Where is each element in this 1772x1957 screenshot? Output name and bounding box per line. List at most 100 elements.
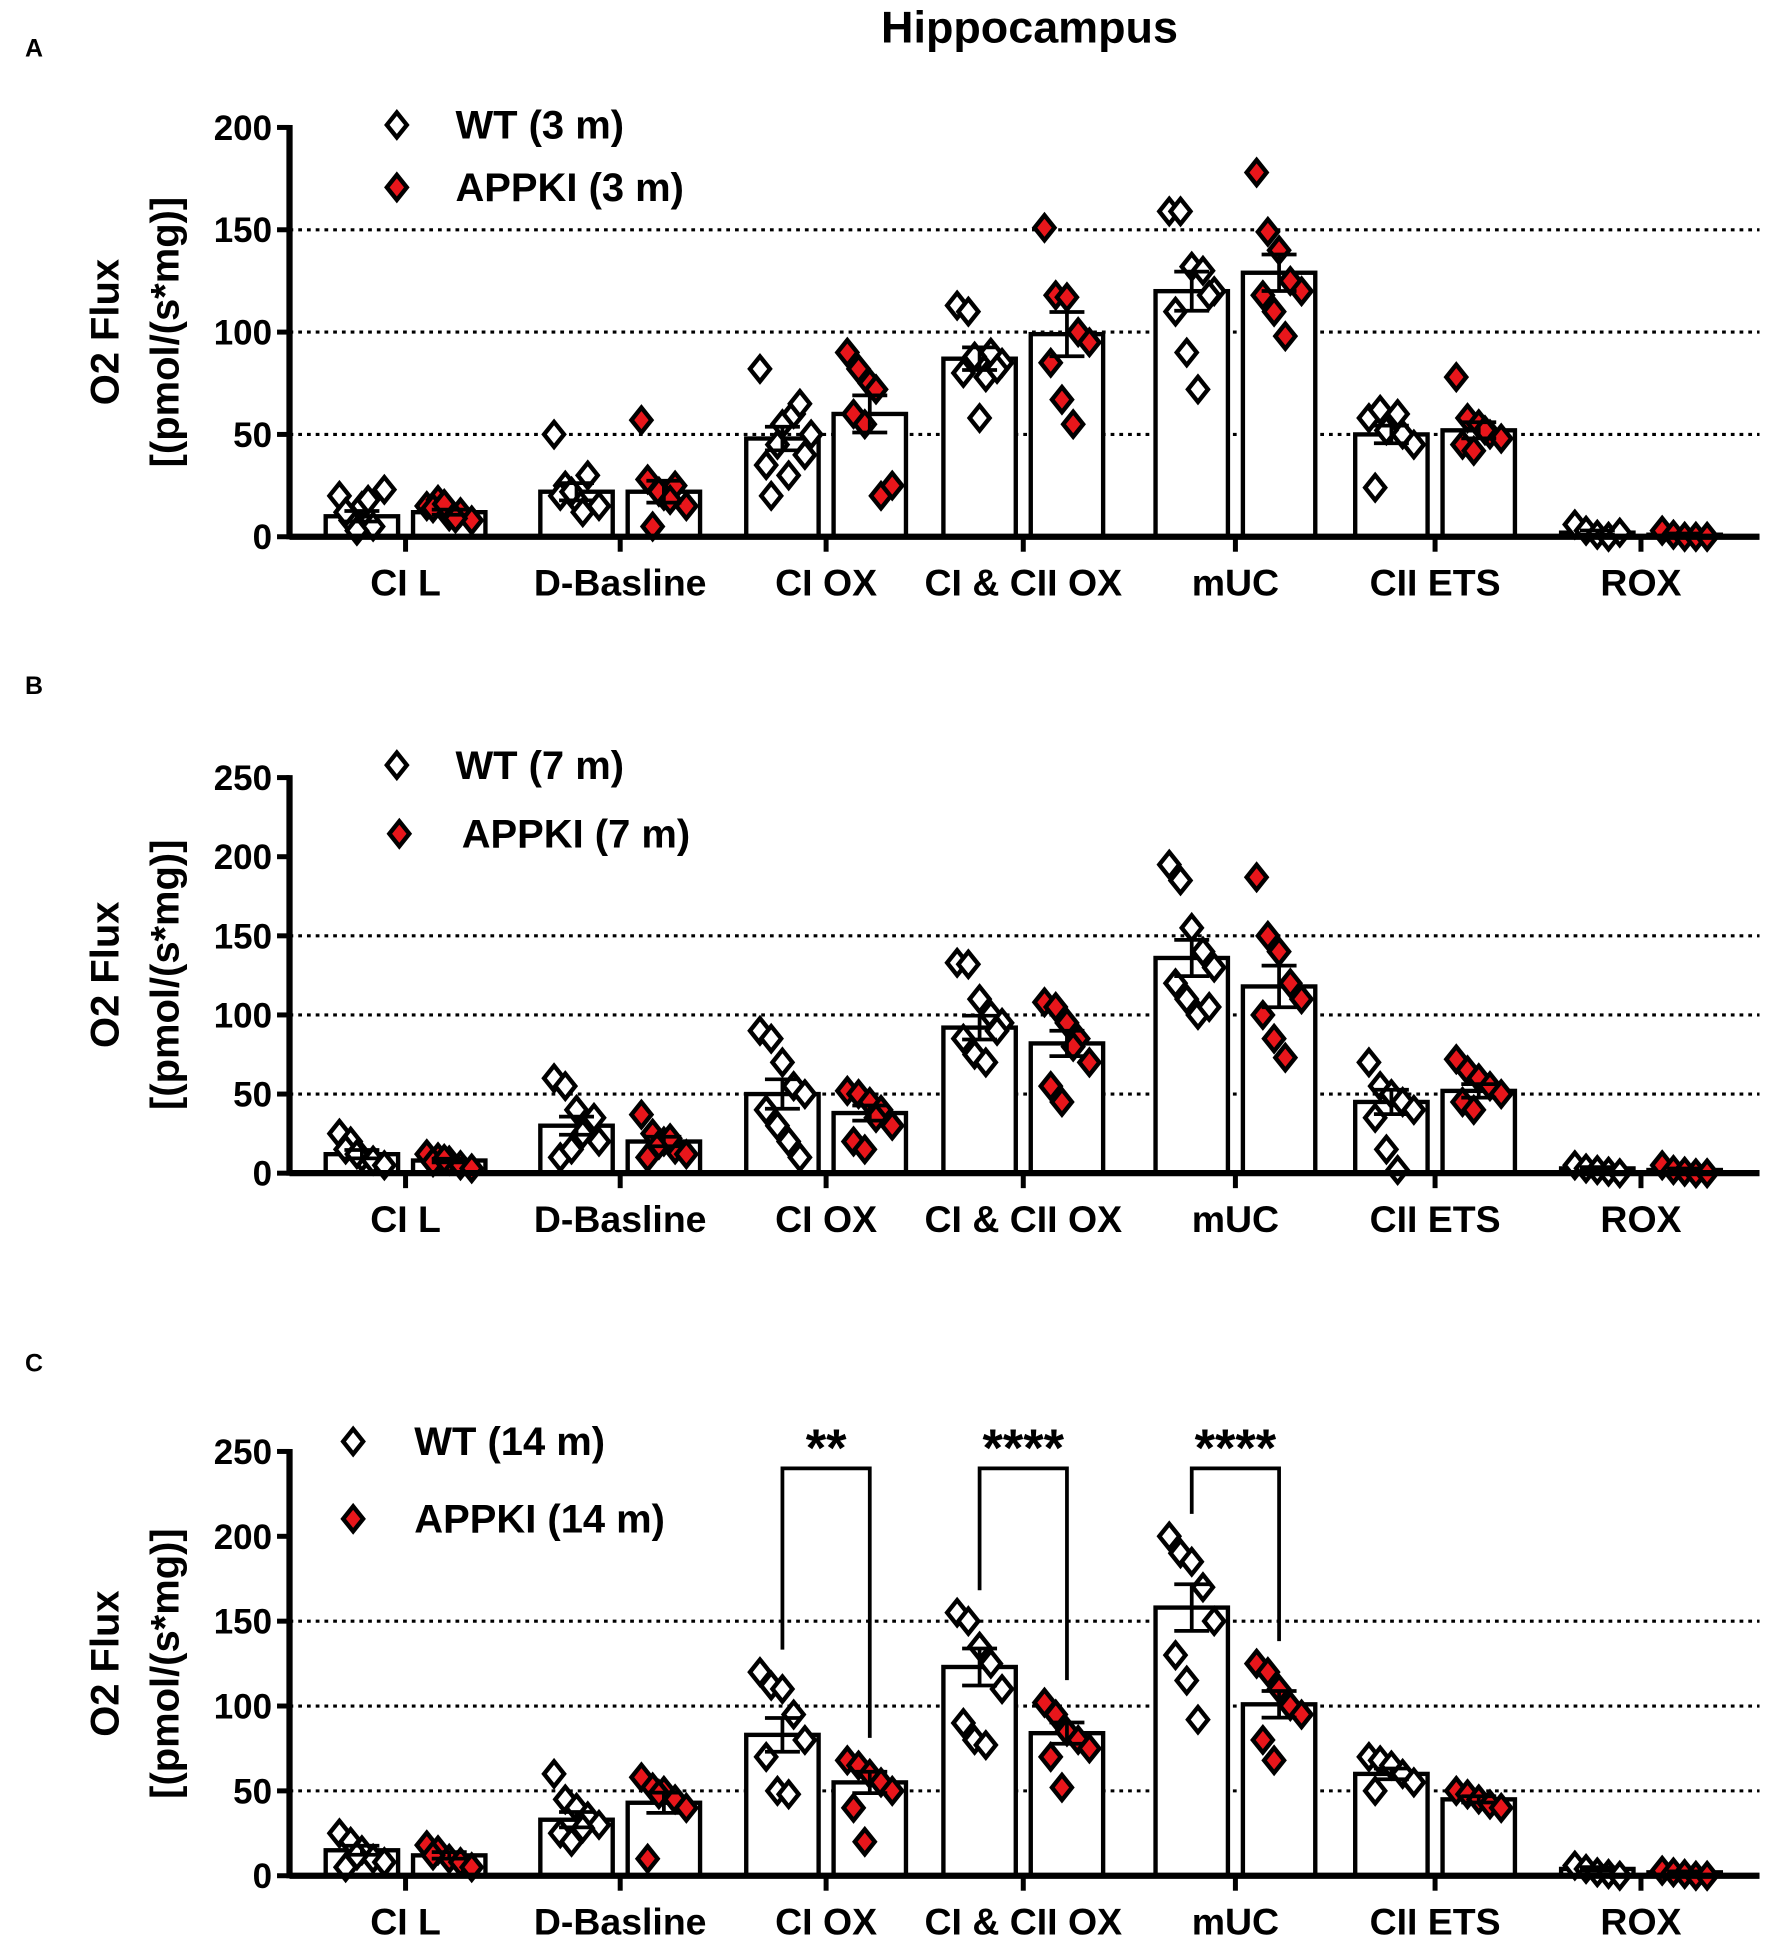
wt-data-point	[978, 1647, 1004, 1680]
x-tick-label: D-Basline	[534, 561, 707, 603]
y-tick-label: 200	[214, 109, 272, 148]
wt-data-point	[371, 473, 398, 506]
appki-data-point	[1037, 1740, 1064, 1773]
wt-data-point	[753, 449, 779, 482]
appki-data-point	[628, 404, 655, 437]
y-tick-label: 200	[214, 838, 272, 877]
wt-data-point	[1201, 1605, 1227, 1638]
y-axis-label: O2 Flux	[84, 1590, 128, 1736]
wt-data-point	[1362, 471, 1388, 504]
x-tick-label: ROX	[1600, 1900, 1681, 1942]
wt-data-point	[541, 418, 567, 451]
wt-data-point	[780, 1698, 807, 1731]
x-tick-label: CI OX	[775, 1900, 877, 1942]
wt-data-point	[1167, 195, 1194, 228]
y-tick-label: 100	[214, 314, 272, 353]
legend-appki-marker	[340, 1502, 366, 1535]
x-tick-label: mUC	[1192, 1900, 1279, 1942]
wt-data-point	[984, 1014, 1010, 1047]
wt-data-point	[764, 1109, 791, 1142]
wt-data-point	[1173, 336, 1200, 369]
x-tick-label: CII ETS	[1370, 1198, 1501, 1240]
appki-data-point	[1261, 1744, 1287, 1777]
significance-bracket	[977, 1466, 1069, 1681]
appki-data-point	[1255, 1656, 1281, 1689]
wt-data-point	[1190, 1571, 1216, 1604]
wt-data-point	[569, 496, 596, 529]
appki-data-point	[1060, 408, 1086, 441]
y-tick-label: 50	[233, 1772, 272, 1811]
significance-bracket	[780, 1466, 872, 1738]
legend-label: APPKI (3 m)	[455, 166, 683, 210]
panel-letter: C	[25, 1350, 43, 1378]
significance-label: ****	[1195, 1420, 1277, 1478]
y-tick-label: 0	[253, 1857, 272, 1896]
appki-data-point	[840, 1791, 867, 1824]
legend-label: WT (14 m)	[414, 1420, 605, 1464]
y-tick-label: 150	[214, 1603, 272, 1642]
y-tick-label: 50	[233, 416, 272, 455]
panel-letter: B	[25, 672, 43, 700]
appki-data-point	[1261, 1022, 1287, 1055]
bar	[941, 356, 1018, 539]
wt-data-point	[792, 1078, 818, 1111]
panel-letter: A	[25, 34, 43, 62]
wt-data-point	[1196, 991, 1222, 1024]
appki-data-point	[1488, 422, 1514, 455]
panel-a: A O2 Flux [(pmol/(s*mg)] 0 50 100 150 200 CI L D-…	[25, 34, 1760, 603]
appki-data-point	[1443, 361, 1470, 394]
wt-data-point	[1401, 1093, 1427, 1126]
y-tick-label: 150	[214, 917, 272, 956]
y-axis-label: [(pmol/(s*mg)]	[143, 1528, 187, 1799]
wt-data-point	[973, 1046, 999, 1079]
appki-data-point	[1031, 211, 1058, 244]
x-tick-label: CI L	[370, 1198, 441, 1240]
x-tick-label: D-Basline	[534, 1900, 707, 1942]
significance-bracket	[1189, 1466, 1281, 1642]
wt-data-point	[1173, 983, 1200, 1016]
appki-data-point	[634, 1842, 661, 1875]
legend-label: APPKI (14 m)	[414, 1498, 665, 1542]
x-tick-label: CI L	[370, 561, 441, 603]
wt-data-point	[792, 1723, 818, 1756]
wt-data-point	[775, 1778, 802, 1811]
figure-title: Hippocampus	[881, 2, 1178, 53]
bar	[1153, 288, 1231, 539]
x-tick-label: ROX	[1600, 561, 1681, 603]
appki-data-point	[1250, 1723, 1276, 1756]
appki-data-point	[1049, 1771, 1075, 1804]
wt-data-point	[1196, 279, 1222, 312]
appki-data-point	[1049, 383, 1075, 416]
wt-data-point	[1173, 1664, 1200, 1697]
appki-data-point	[1255, 919, 1281, 952]
panel-c: C O2 Flux [(pmol/(s*mg)] 0 50 100 150 200 250 CI …	[25, 1350, 1760, 1942]
wt-data-point	[769, 1673, 796, 1706]
appki-data-point	[1488, 1078, 1514, 1111]
wt-data-point	[955, 1605, 982, 1638]
appki-data-point	[1288, 983, 1315, 1016]
y-axis-label: O2 Flux	[84, 902, 128, 1048]
appki-data-point	[852, 1825, 878, 1858]
wt-data-point	[1167, 864, 1194, 897]
wt-data-point	[552, 1070, 579, 1103]
appki-data-point	[879, 1774, 906, 1807]
appki-data-point	[1261, 295, 1287, 328]
wt-data-point	[1356, 1046, 1382, 1079]
x-tick-label: CII ETS	[1370, 561, 1501, 603]
y-tick-label: 250	[214, 1433, 272, 1472]
appki-data-point	[879, 469, 906, 502]
y-tick-label: 250	[214, 759, 272, 798]
appki-data-point	[1243, 861, 1270, 894]
appki-data-point	[852, 1133, 878, 1166]
y-tick-label: 100	[214, 1687, 272, 1726]
wt-data-point	[1156, 1520, 1183, 1553]
wt-data-point	[747, 352, 773, 385]
appki-data-point	[1076, 326, 1103, 359]
appki-data-point	[1037, 1070, 1064, 1103]
wt-data-point	[769, 1046, 796, 1079]
wt-data-point	[541, 1757, 567, 1790]
appki-data-point	[1460, 434, 1487, 467]
x-tick-label: ROX	[1600, 1198, 1681, 1240]
wt-data-point	[966, 402, 993, 435]
x-tick-label: mUC	[1192, 1198, 1279, 1240]
